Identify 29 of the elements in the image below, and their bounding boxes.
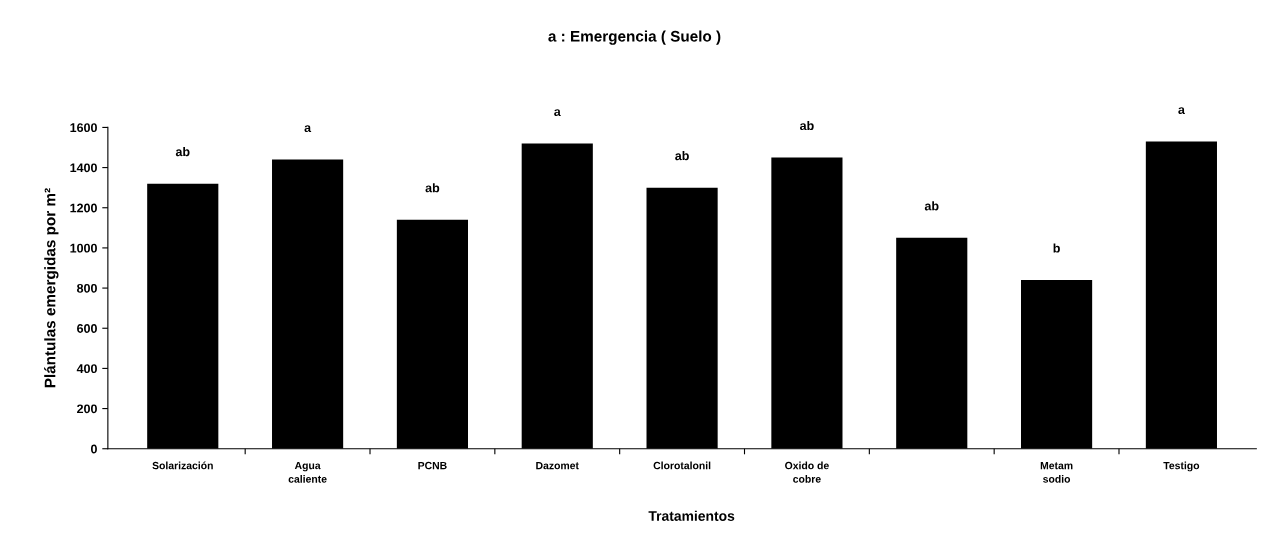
y-tick-label: 1200	[70, 203, 97, 213]
y-tick-label: 600	[77, 324, 97, 333]
annotation: a	[1178, 107, 1185, 115]
x-tick-label: Agua caliente	[288, 461, 327, 483]
y-tick-label: 1000	[70, 243, 97, 253]
annotation: ab	[425, 183, 440, 193]
annotation: b	[1053, 243, 1060, 253]
y-tick-label: 1600	[70, 123, 97, 133]
annotation: ab	[924, 201, 939, 211]
y-tick-label: 400	[76, 364, 97, 374]
x-tick-label: Clorotalonil	[653, 461, 711, 470]
y-tick-label: 1400	[70, 163, 97, 173]
x-tick-label: PCNB	[418, 461, 447, 470]
x-tick-label: Oxido de cobre	[785, 461, 829, 483]
x-tick-label: Testigo	[1163, 461, 1200, 472]
annotation: a	[554, 109, 561, 117]
annotation: ab	[675, 151, 689, 161]
annotation: ab	[799, 120, 814, 131]
annotation: ab	[175, 147, 190, 157]
y-tick-label: 200	[77, 404, 97, 414]
chart-title: a : Emergencia ( Suelo )	[548, 30, 721, 45]
y-tick-label: 800	[76, 283, 97, 293]
x-tick-label: Dazomet	[536, 461, 579, 470]
y-axis-title: Plántulas emergidas por m²	[44, 188, 59, 388]
x-axis-title: Tratamientos	[648, 510, 735, 521]
y-tick-label: 0	[90, 444, 97, 454]
annotation: a	[304, 125, 312, 133]
x-tick-label: Metam sodio	[1040, 461, 1073, 483]
x-tick-label: Solarización	[152, 461, 213, 470]
